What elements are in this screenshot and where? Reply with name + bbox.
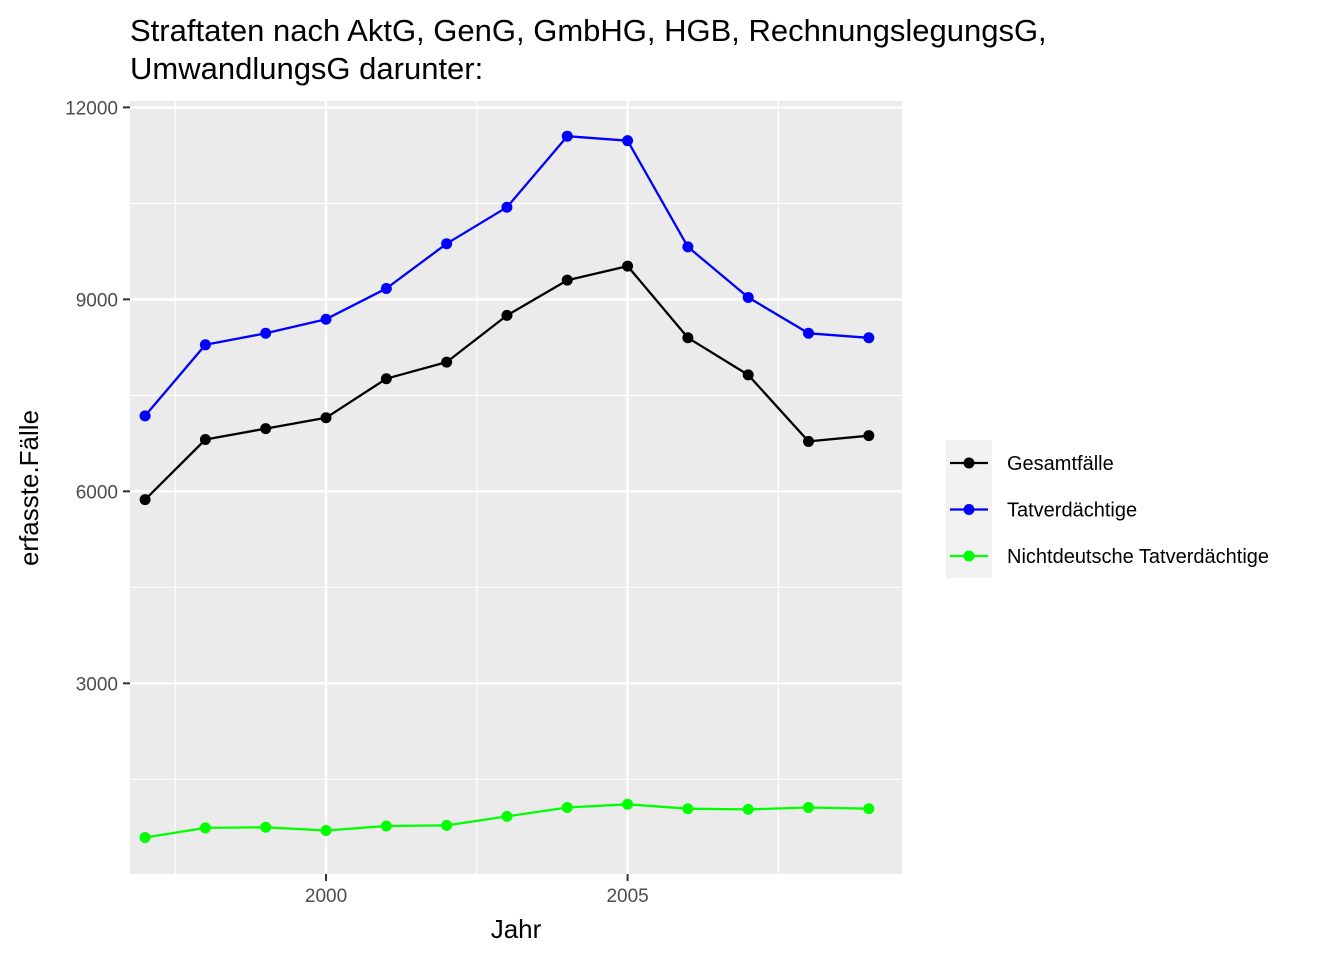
- series-1-point-2: [260, 327, 272, 339]
- chart-title-line-2: UmwandlungsG darunter:: [130, 51, 483, 86]
- legend-label-2: Nichtdeutsche Tatverdächtige: [1007, 546, 1269, 568]
- legend-key-point-2: [963, 550, 975, 562]
- series-2-point-11: [803, 801, 815, 813]
- series-2-point-2: [260, 821, 272, 833]
- series-0-point-5: [441, 356, 453, 368]
- series-1-point-1: [199, 339, 211, 351]
- series-0-point-2: [260, 423, 272, 435]
- series-1-point-9: [682, 241, 694, 253]
- series-0-point-12: [863, 430, 875, 442]
- series-2-point-7: [561, 801, 573, 813]
- series-1-point-12: [863, 332, 875, 344]
- x-tick-label-0: 2000: [305, 886, 347, 907]
- grid-major: [130, 101, 902, 874]
- series-1-point-11: [803, 327, 815, 339]
- series-2-point-1: [199, 822, 211, 834]
- plot-panel: [130, 101, 902, 874]
- chart-title-line-1: Straftaten nach AktG, GenG, GmbHG, HGB, …: [130, 13, 1047, 48]
- series-2-point-6: [501, 810, 513, 822]
- series-2-point-10: [742, 803, 754, 815]
- series-0-point-10: [742, 369, 754, 381]
- series-1-point-10: [742, 291, 754, 303]
- series-2-point-8: [622, 798, 634, 810]
- series-0-point-1: [199, 434, 211, 446]
- y-tick-label-3: 12000: [65, 98, 118, 119]
- series-2-point-3: [320, 824, 332, 836]
- y-tick-label-0: 3000: [76, 674, 118, 695]
- series-2-point-0: [139, 832, 151, 844]
- grid-minor: [130, 101, 902, 874]
- series-0-point-8: [622, 260, 634, 272]
- series-0-point-11: [803, 435, 815, 447]
- series-1-point-0: [139, 410, 151, 422]
- series-2-point-9: [682, 803, 694, 815]
- series-2-point-4: [380, 820, 392, 832]
- series-2-point-12: [863, 803, 875, 815]
- series-2-point-5: [441, 819, 453, 831]
- y-tick-label-2: 9000: [76, 290, 118, 311]
- x-axis: 2000 2005: [305, 874, 649, 907]
- legend: Gesamtfälle Tatverdächtige Nichtdeutsche T…: [946, 440, 1269, 578]
- legend-key-point-0: [963, 457, 975, 469]
- series-0-point-3: [320, 412, 332, 424]
- x-tick-label-1: 2005: [606, 886, 648, 907]
- y-axis: 3000 6000 9000 12000: [65, 98, 130, 695]
- legend-key-point-1: [963, 504, 975, 515]
- y-tick-label-1: 6000: [76, 482, 118, 503]
- series-layer: [139, 130, 875, 844]
- series-1-point-5: [441, 238, 453, 250]
- legend-label-0: Gesamtfälle: [1007, 453, 1114, 475]
- series-0-point-6: [501, 309, 513, 321]
- series-0-point-7: [561, 274, 573, 286]
- series-1-point-7: [561, 130, 573, 142]
- series-0-point-9: [682, 332, 694, 344]
- series-1-point-4: [380, 282, 392, 294]
- series-1-point-6: [501, 201, 513, 213]
- x-axis-title: Jahr: [491, 914, 542, 944]
- legend-label-1: Tatverdächtige: [1007, 500, 1137, 522]
- y-axis-title: erfasste.Fälle: [14, 410, 44, 566]
- series-1-point-8: [622, 135, 634, 147]
- series-0-point-4: [380, 373, 392, 385]
- series-0-point-0: [139, 494, 151, 506]
- series-1-point-3: [320, 313, 332, 325]
